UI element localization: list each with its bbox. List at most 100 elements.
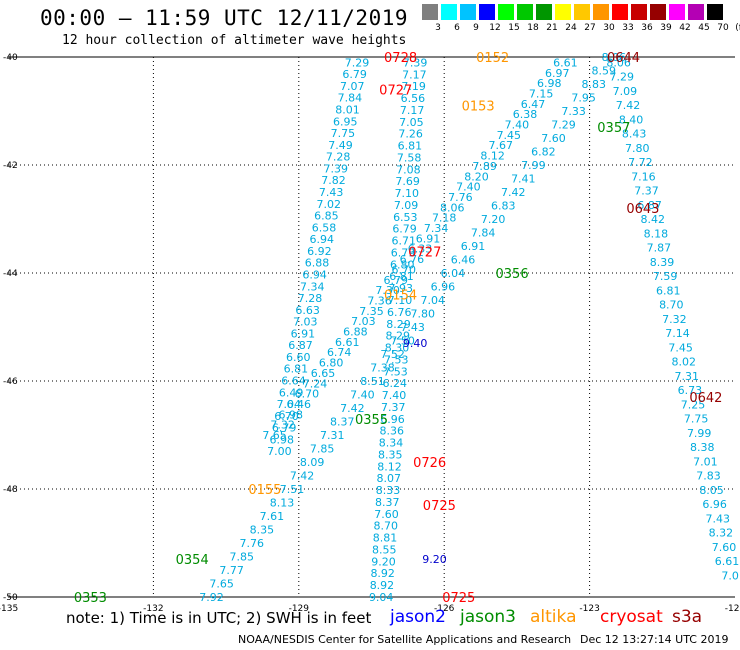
pass-time-label: 0726: [413, 456, 446, 471]
legend-label: 9: [473, 23, 479, 33]
wave-height-value: 6.96: [431, 281, 456, 294]
wave-height-value: 7.59: [653, 270, 678, 283]
wave-height-value: 6.87: [288, 339, 313, 352]
wave-height-value: 7.42: [340, 402, 365, 415]
wave-height-value: 7.10: [388, 294, 413, 307]
wave-height-value: 7.72: [628, 156, 653, 169]
wave-height-value: 7.18: [432, 212, 457, 225]
page-subtitle: 12 hour collection of altimeter wave hei…: [62, 33, 407, 48]
wave-height-value: 6.88: [343, 326, 368, 339]
legend-label: 45: [698, 23, 710, 33]
wave-height-value: 8.51: [360, 375, 385, 388]
wave-height-value: 7.92: [199, 591, 224, 604]
wave-height-value: 6.98: [537, 77, 562, 90]
wave-height-value: 7.08: [396, 163, 421, 176]
wave-height-value: 6.81: [398, 140, 423, 153]
wave-height-value: 7.42: [290, 470, 315, 483]
wave-height-value: 7.65: [262, 429, 287, 442]
legend-swatch: [536, 4, 552, 20]
wave-height-value: 7.05: [399, 116, 424, 129]
satellite-label-s3a: s3a: [672, 607, 703, 627]
x-tick-label: -120: [725, 604, 740, 614]
wave-height-value: 8.35: [378, 448, 403, 461]
wave-height-value: 6.49: [279, 386, 304, 399]
wave-height-value: 6.58: [312, 221, 337, 234]
wave-height-value: 8.30: [385, 342, 410, 355]
wave-height-value: 8.37: [375, 496, 400, 509]
wave-height-value: 7.85: [229, 551, 254, 564]
pass-time-label: 0643: [626, 202, 659, 217]
legend-swatch: [669, 4, 685, 20]
wave-height-value: 9.20: [422, 553, 447, 566]
wave-height-value: 7.28: [326, 151, 351, 164]
wave-height-value: 6.61: [553, 56, 578, 69]
wave-height-value: 7.34: [424, 222, 449, 235]
legend-swatch: [593, 4, 609, 20]
wave-height-value: 7.03: [351, 315, 376, 328]
wave-height-value: 7.10: [395, 187, 420, 200]
wave-height-value: 7.76: [448, 191, 473, 204]
x-tick-label: -123: [579, 604, 599, 614]
legend-label: 27: [584, 23, 596, 33]
wave-height-value: 8.92: [370, 567, 395, 580]
legend-label: 33: [622, 23, 634, 33]
wave-height-value: 6.47: [521, 98, 546, 111]
wave-height-value: 7.99: [687, 427, 712, 440]
wave-height-value: 8.29: [386, 318, 411, 331]
wave-height-value: 7.29: [345, 56, 370, 69]
pass-time-label: 0727: [379, 83, 412, 98]
wave-height-value: 6.96: [380, 413, 405, 426]
wave-height-value: 8.70: [659, 299, 684, 312]
timestamp-text: Dec 12 13:27:14 UTC 2019: [580, 633, 729, 646]
wave-height-value: 7.49: [328, 139, 353, 152]
wave-height-value: 8.42: [640, 213, 665, 226]
wave-height-value: 6.79: [392, 223, 417, 236]
wave-height-value: 7.40: [456, 181, 481, 194]
wave-height-value: 7.31: [320, 429, 345, 442]
wave-height-value: 6.73: [678, 384, 703, 397]
y-tick-label: -42: [3, 161, 18, 171]
legend-swatch: [574, 4, 590, 20]
wave-height-value: 6.85: [314, 210, 339, 223]
pass-time-label: 0353: [74, 591, 107, 606]
wave-height-value: 7.65: [209, 578, 234, 591]
wave-height-value: 7.17: [402, 68, 427, 81]
pass-time-label: 0355: [355, 413, 388, 428]
pass-time-label: 0727: [408, 245, 441, 260]
wave-height-value: 8.32: [709, 527, 734, 540]
wave-height-value: 6.79: [391, 246, 416, 259]
credit-text: NOAA/NESDIS Center for Satellite Applica…: [238, 633, 572, 646]
wave-height-value: 7.29: [610, 71, 635, 84]
wave-height-value: 7.99: [521, 159, 546, 172]
wave-height-value: 7.16: [631, 170, 656, 183]
legend-label: 6: [454, 23, 460, 33]
wave-height-value: 7.31: [675, 370, 700, 383]
wave-height-value: 8.38: [690, 441, 715, 454]
wave-height-value: 7.80: [625, 142, 650, 155]
wave-height-value: 7.02: [317, 198, 342, 211]
wave-height-value: 7.45: [497, 129, 522, 142]
wave-height-value: 6.53: [393, 211, 418, 224]
wave-height-value: 7.60: [712, 541, 737, 554]
wave-height-value: 7.75: [331, 127, 356, 140]
wave-height-value: 7.34: [300, 280, 325, 293]
wave-height-value: 7.52: [380, 348, 405, 361]
legend-label: 70: [717, 23, 729, 33]
satellite-label-altika: altika: [530, 607, 577, 627]
pass-time-label: 0728: [384, 51, 417, 66]
wave-height-value: 7.93: [389, 282, 414, 295]
wave-height-value: 7.07: [340, 80, 365, 93]
wave-height-value: 6.04: [441, 267, 466, 280]
wave-height-value: 8.70: [373, 520, 398, 533]
wave-height-value: 6.98: [278, 408, 303, 421]
wave-height-value: 7.42: [616, 99, 641, 112]
legend-label: 12: [489, 23, 501, 33]
wave-height-value: 8.35: [250, 524, 275, 537]
wave-height-value: 6.91: [291, 327, 316, 340]
wave-height-value: 7.87: [647, 242, 672, 255]
wave-height-value: 6.70: [392, 263, 417, 276]
wave-height-value: 7.40: [350, 389, 375, 402]
wave-height-value: 8.29: [386, 330, 411, 343]
x-tick-label: -132: [143, 604, 163, 614]
